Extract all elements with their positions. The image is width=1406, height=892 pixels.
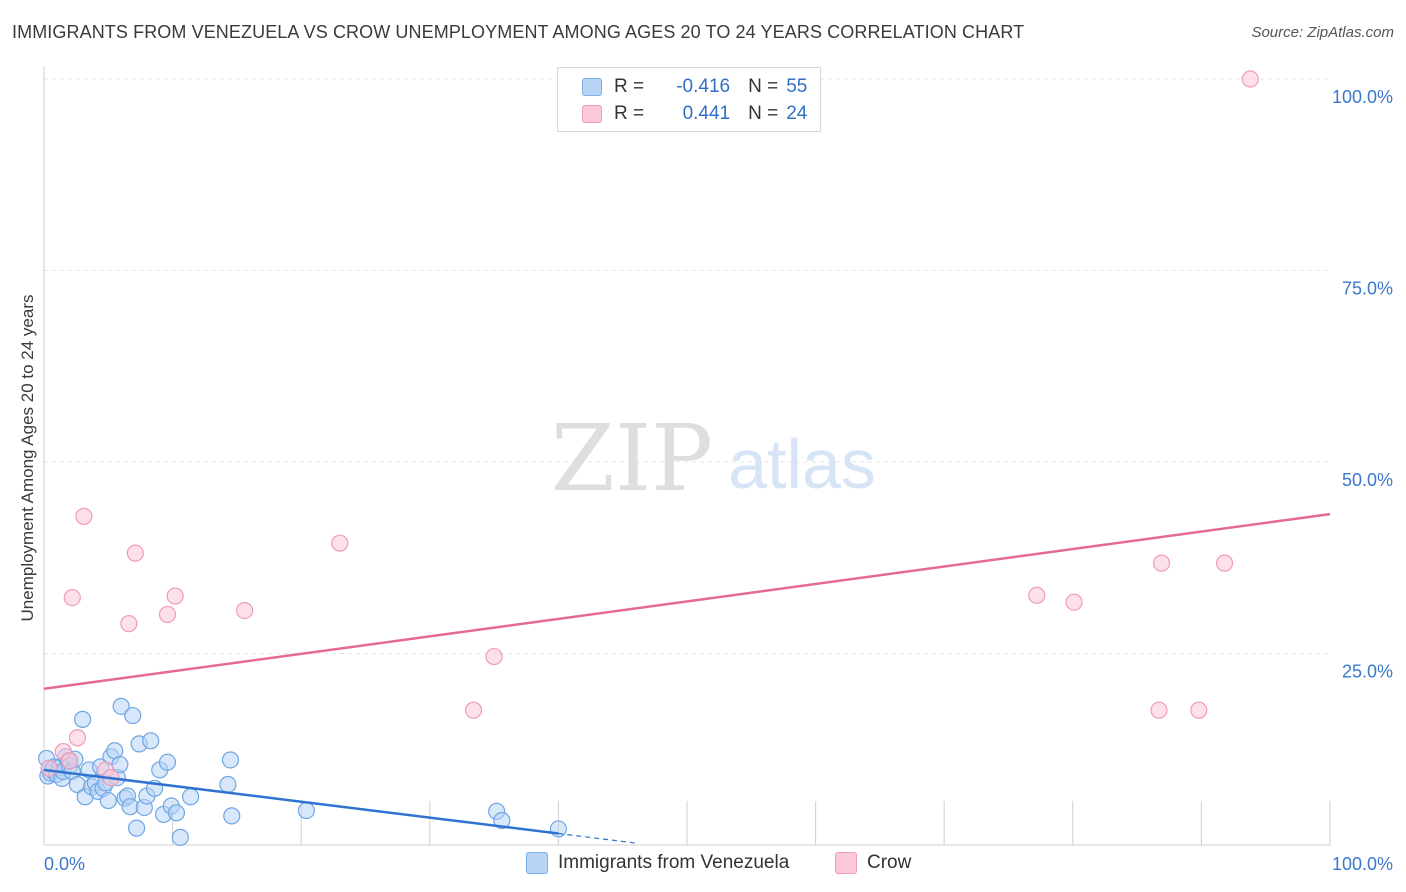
trend-lines xyxy=(43,512,1331,844)
trend-line-venezuela-extension xyxy=(558,832,636,844)
trend-line-venezuela xyxy=(43,768,559,835)
series-legend: Immigrants from Venezuela Crow xyxy=(0,852,1406,878)
r-value-venezuela: -0.416 xyxy=(676,76,731,97)
point-crow xyxy=(1241,70,1259,88)
x-tick-label: 100.0% xyxy=(1332,854,1393,874)
n-label: N = xyxy=(748,103,779,124)
y-tick-label: 75.0% xyxy=(1342,279,1393,299)
legend-label-crow: Crow xyxy=(867,852,912,873)
r-value-crow: 0.441 xyxy=(682,103,731,124)
stats-legend: R = -0.416 N = 55 R = 0.441 N = 24 xyxy=(557,67,821,132)
point-crow xyxy=(40,759,58,778)
trend-line-crow xyxy=(43,512,1331,690)
point-venezuela xyxy=(223,807,241,825)
point-venezuela xyxy=(127,819,146,837)
legend-item-venezuela[interactable]: Immigrants from Venezuela xyxy=(526,852,789,874)
point-crow xyxy=(1190,701,1208,719)
point-crow xyxy=(63,588,81,607)
axes xyxy=(43,66,1330,846)
point-venezuela xyxy=(73,710,92,728)
legend-row-venezuela: R = -0.416 N = 55 xyxy=(582,75,807,99)
legend-swatch-blue xyxy=(526,852,548,874)
point-crow xyxy=(236,602,254,620)
n-value-venezuela: 55 xyxy=(786,76,808,97)
chart-title: IMMIGRANTS FROM VENEZUELA VS CROW UNEMPL… xyxy=(12,22,1025,42)
point-venezuela xyxy=(158,753,177,771)
legend-swatch-pink xyxy=(582,105,602,123)
point-crow xyxy=(464,701,483,719)
point-crow xyxy=(61,752,79,770)
y-tick-label: 50.0% xyxy=(1342,470,1393,490)
point-crow xyxy=(120,615,138,633)
point-venezuela xyxy=(142,732,160,750)
legend-swatch-pink xyxy=(835,852,857,874)
point-crow xyxy=(126,544,144,562)
n-label: N = xyxy=(748,76,779,97)
point-venezuela xyxy=(219,775,237,794)
point-crow xyxy=(166,587,184,605)
point-venezuela xyxy=(493,811,511,830)
point-crow xyxy=(485,647,503,666)
tick-labels: 25.0% 50.0% 75.0% 100.0% 0.0% 100.0% xyxy=(44,87,1393,874)
n-value-crow: 24 xyxy=(786,103,808,124)
legend-row-crow: R = 0.441 N = 24 xyxy=(582,102,807,126)
watermark-atlas: atlas xyxy=(728,425,876,503)
point-crow xyxy=(68,729,87,747)
data-points xyxy=(37,70,1259,846)
point-crow xyxy=(75,507,93,525)
source-note: Source: ZipAtlas.com xyxy=(1251,24,1394,41)
point-crow xyxy=(1065,593,1083,611)
point-crow xyxy=(1215,554,1234,572)
point-crow xyxy=(158,605,177,624)
point-venezuela xyxy=(549,820,568,838)
watermark: ZIP atlas xyxy=(551,405,876,512)
watermark-zip: ZIP xyxy=(551,405,713,512)
point-venezuela xyxy=(99,791,117,810)
point-crow xyxy=(1152,554,1171,572)
point-venezuela xyxy=(221,751,240,769)
r-label: R = xyxy=(614,103,645,124)
y-tick-label: 25.0% xyxy=(1342,662,1393,682)
point-venezuela xyxy=(112,697,130,715)
point-crow xyxy=(331,534,349,552)
legend-label-venezuela: Immigrants from Venezuela xyxy=(558,852,790,873)
x-tick-label: 0.0% xyxy=(44,854,85,874)
point-venezuela xyxy=(182,788,200,806)
legend-item-crow[interactable]: Crow xyxy=(835,852,911,874)
point-crow xyxy=(1150,701,1168,719)
r-label: R = xyxy=(614,76,645,97)
point-venezuela xyxy=(297,801,315,820)
point-venezuela xyxy=(167,804,186,822)
point-crow xyxy=(1028,586,1046,604)
point-venezuela xyxy=(124,706,142,725)
y-tick-label: 100.0% xyxy=(1332,87,1393,107)
point-venezuela xyxy=(171,828,189,846)
legend-swatch-blue xyxy=(582,78,602,96)
